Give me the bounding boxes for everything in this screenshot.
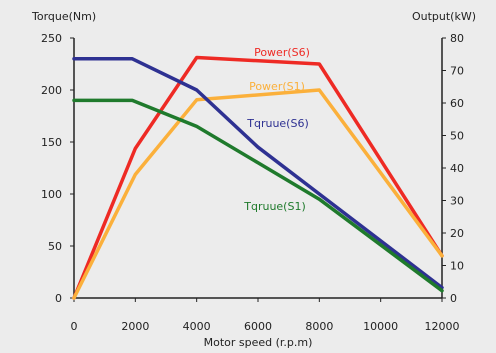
y-right-tick-label: 30 [450,195,464,208]
y-right-tick-label: 10 [450,260,464,273]
series-label-tqruue-s6: Tqruue(S6) [246,117,309,130]
y-left-tick-label: 150 [41,136,62,149]
x-tick-label: 0 [71,320,78,333]
x-tick-label: 2000 [121,320,149,333]
y-left-tick-label: 0 [55,292,62,305]
y-right-tick-label: 0 [450,292,457,305]
x-tick-label: 6000 [244,320,272,333]
series-label-tqruue-s1: Tqruue(S1) [243,200,306,213]
y-right-tick-label: 50 [450,130,464,143]
y-right-tick-label: 80 [450,32,464,45]
axes: 0 2000 4000 6000 8000 10000 120000501001502002… [41,32,464,333]
y-right-axis-title: Output(kW) [412,10,476,23]
y-left-axis-title: Torque(Nm) [31,10,96,23]
y-left-tick-label: 100 [41,188,62,201]
series-label-power-s1: Power(S1) [249,80,305,93]
x-axis-title: Motor speed (r.p.m) [204,336,313,349]
y-left-tick-label: 250 [41,32,62,45]
series-line-power-s6 [72,55,444,300]
x-tick-label: 10000 [363,320,398,333]
series-label-power-s6: Power(S6) [254,46,310,59]
y-left-tick-label: 200 [41,84,62,97]
y-right-tick-label: 20 [450,227,464,240]
x-tick-label: 4000 [183,320,211,333]
series-line-tqruue-s6 [72,57,444,290]
x-tick-label: 12000 [425,320,460,333]
y-right-tick-label: 70 [450,65,464,78]
series-line-tqruue-s1 [72,98,444,293]
y-left-tick-label: 50 [48,240,62,253]
y-right-tick-label: 60 [450,97,464,110]
x-tick-label: 8000 [305,320,333,333]
series-line-power-s1 [72,88,444,300]
y-right-tick-label: 40 [450,162,464,175]
series-labels: Power(S6) Power(S1) Tqruue(S6) Tqruue(S1) [243,46,310,213]
series-lines [72,55,444,300]
